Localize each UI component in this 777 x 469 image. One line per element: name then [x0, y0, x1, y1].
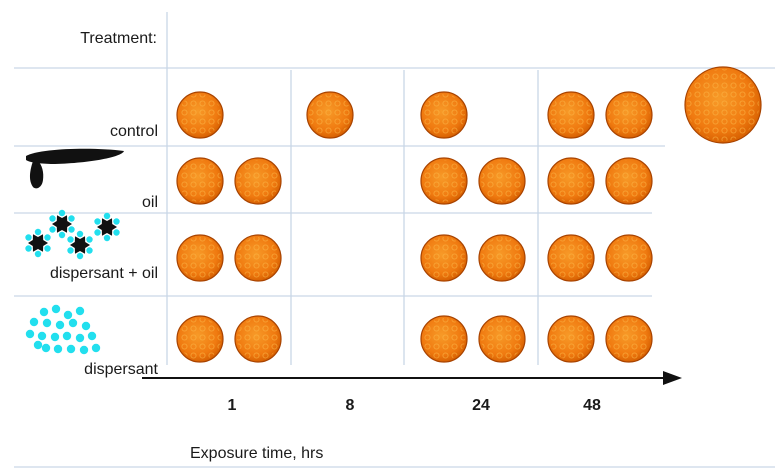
oil-droplet-star — [67, 230, 93, 260]
dispersant-dot — [33, 340, 43, 350]
embryo — [420, 234, 468, 282]
embryo — [306, 91, 354, 139]
embryo — [605, 91, 653, 139]
dispersant-dot — [29, 317, 39, 327]
time-label-8: 8 — [346, 397, 355, 414]
dispersant-dot — [55, 320, 65, 330]
dispersant-dot — [50, 332, 60, 342]
embryo — [547, 315, 595, 363]
dispersant-dot — [87, 331, 97, 341]
embryo — [234, 157, 282, 205]
dispersant-dot — [75, 333, 85, 343]
embryo — [605, 157, 653, 205]
oil-drop-icon — [26, 148, 124, 189]
dispersant-dot — [66, 344, 76, 354]
row-label-oil: oil — [142, 194, 158, 211]
dispersant-dot — [62, 331, 72, 341]
embryo-large — [684, 66, 762, 144]
embryo — [605, 315, 653, 363]
dispersant-dot — [91, 343, 101, 353]
embryo — [547, 91, 595, 139]
reference-embryo — [684, 66, 762, 144]
dispersant-dot — [41, 343, 51, 353]
embryo — [176, 91, 224, 139]
dispersant-dot — [51, 304, 61, 314]
dispersant-dot — [25, 329, 35, 339]
embryo — [605, 234, 653, 282]
dispersant-icon — [25, 304, 101, 355]
axis-label: Exposure time, hrs — [190, 445, 323, 462]
embryo — [547, 234, 595, 282]
time-label-24: 24 — [472, 397, 490, 414]
time-label-48: 48 — [583, 397, 601, 414]
row-label-dispersant: dispersant — [84, 361, 158, 378]
treatment-header: Treatment: — [80, 30, 157, 47]
time-axis-arrow — [142, 371, 682, 385]
embryo — [420, 315, 468, 363]
embryo — [176, 315, 224, 363]
dispersant-oil-icon — [25, 209, 120, 260]
embryo — [478, 157, 526, 205]
embryo — [176, 157, 224, 205]
embryo — [478, 234, 526, 282]
embryo — [547, 157, 595, 205]
dispersant-dot — [37, 331, 47, 341]
oil-droplet-star — [25, 228, 51, 258]
dispersant-dot — [75, 306, 85, 316]
dispersant-dot — [68, 318, 78, 328]
oil-droplet-star — [49, 209, 75, 239]
time-label-1: 1 — [228, 397, 237, 414]
dispersant-dot — [81, 321, 91, 331]
embryo — [234, 234, 282, 282]
embryo — [234, 315, 282, 363]
row-label-dispersant-oil: dispersant + oil — [50, 265, 158, 282]
oil-droplet-star — [94, 212, 120, 242]
dispersant-dot — [79, 345, 89, 355]
table-grid — [14, 12, 775, 468]
row-label-control: control — [110, 123, 158, 140]
embryo — [420, 91, 468, 139]
dispersant-dot — [63, 310, 73, 320]
dispersant-dot — [42, 318, 52, 328]
dispersant-dot — [39, 307, 49, 317]
embryo — [478, 315, 526, 363]
embryo-grid — [176, 91, 653, 363]
embryo — [420, 157, 468, 205]
dispersant-dot — [53, 344, 63, 354]
embryo — [176, 234, 224, 282]
